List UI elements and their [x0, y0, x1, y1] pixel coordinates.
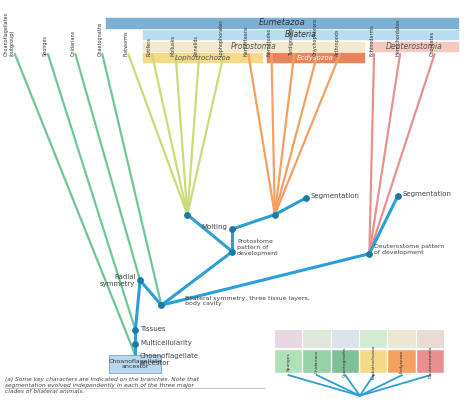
Text: Onychophorans: Onychophorans: [312, 18, 318, 56]
Text: Annelids: Annelids: [194, 35, 199, 56]
Text: Nemerteans: Nemerteans: [243, 26, 248, 56]
FancyBboxPatch shape: [369, 41, 459, 52]
Text: Arthropods: Arthropods: [335, 29, 340, 56]
Text: Choanoflagellates
(outgroup): Choanoflagellates (outgroup): [4, 12, 15, 56]
Text: Sponges: Sponges: [43, 35, 48, 56]
Text: Sponges: Sponges: [286, 352, 291, 371]
Text: Ecdysozoa: Ecdysozoa: [400, 350, 404, 373]
Text: Deuterostomia: Deuterostomia: [386, 42, 443, 51]
Text: Segmentation: Segmentation: [310, 193, 359, 199]
Text: Mollusks: Mollusks: [171, 35, 175, 56]
Point: [137, 277, 144, 284]
Point: [365, 250, 373, 257]
Point: [271, 211, 279, 218]
FancyBboxPatch shape: [331, 330, 359, 348]
FancyBboxPatch shape: [388, 350, 416, 373]
FancyBboxPatch shape: [388, 330, 416, 348]
FancyBboxPatch shape: [105, 17, 459, 28]
FancyBboxPatch shape: [275, 350, 302, 373]
Text: Bilateria: Bilateria: [285, 30, 317, 39]
Text: Tardigrades: Tardigrades: [289, 28, 294, 56]
Text: Hemichordates: Hemichordates: [395, 19, 400, 56]
FancyBboxPatch shape: [266, 53, 365, 63]
FancyBboxPatch shape: [360, 350, 387, 373]
Point: [228, 226, 236, 232]
Text: Chordates: Chordates: [429, 31, 435, 56]
FancyBboxPatch shape: [360, 330, 387, 348]
Text: Choanoflagellate
ancestor: Choanoflagellate ancestor: [109, 359, 162, 369]
Point: [132, 327, 139, 333]
Text: Chaetognaths: Chaetognaths: [97, 22, 102, 56]
Text: Eumetazoa: Eumetazoa: [258, 18, 305, 27]
FancyBboxPatch shape: [303, 350, 330, 373]
Text: (a) Some key characters are indicated on the branches. Note that
segmentation ev: (a) Some key characters are indicated on…: [5, 377, 199, 394]
Text: Lophophorates: Lophophorates: [219, 19, 224, 56]
Text: Cnidarians: Cnidarians: [315, 350, 319, 373]
Text: Lophotrochozoa: Lophotrochozoa: [175, 55, 231, 61]
Point: [394, 193, 401, 199]
Point: [302, 195, 310, 201]
Text: Deuterostome pattern
of development: Deuterostome pattern of development: [374, 244, 445, 255]
Point: [157, 302, 165, 309]
Text: Ecdysozoa: Ecdysozoa: [297, 55, 334, 61]
FancyBboxPatch shape: [143, 53, 263, 63]
Text: Radial
symmetry: Radial symmetry: [100, 274, 136, 287]
FancyBboxPatch shape: [275, 330, 302, 348]
Text: Choanoflagellate
ancestor: Choanoflagellate ancestor: [140, 353, 199, 366]
Text: Bilateral symmetry, three tissue layers,
body cavity: Bilateral symmetry, three tissue layers,…: [185, 296, 310, 306]
Point: [228, 248, 236, 255]
Text: Lophotrochozoa: Lophotrochozoa: [372, 344, 375, 379]
Text: Cnidarians: Cnidarians: [70, 30, 75, 56]
Text: Protostome
pattern of
development: Protostome pattern of development: [237, 239, 279, 256]
Text: Chaetognaths: Chaetognaths: [343, 347, 347, 377]
FancyBboxPatch shape: [303, 330, 330, 348]
Text: Segmentation: Segmentation: [402, 191, 451, 197]
Point: [132, 341, 139, 348]
Text: Rotifers: Rotifers: [147, 37, 152, 56]
Text: Echinoderms: Echinoderms: [369, 24, 374, 56]
Text: Molting: Molting: [201, 224, 228, 230]
Text: Deuterostomia: Deuterostomia: [428, 346, 432, 378]
FancyBboxPatch shape: [109, 355, 161, 373]
Text: Nematodes: Nematodes: [266, 28, 272, 56]
FancyBboxPatch shape: [417, 330, 444, 348]
Text: Protostomia: Protostomia: [231, 42, 276, 51]
Text: Flatworms: Flatworms: [123, 30, 128, 56]
Point: [183, 211, 191, 218]
FancyBboxPatch shape: [417, 350, 444, 373]
Text: Tissues: Tissues: [140, 326, 166, 332]
Text: Multicellularity: Multicellularity: [140, 340, 192, 347]
FancyBboxPatch shape: [143, 29, 459, 40]
FancyBboxPatch shape: [331, 350, 359, 373]
FancyBboxPatch shape: [143, 41, 365, 52]
